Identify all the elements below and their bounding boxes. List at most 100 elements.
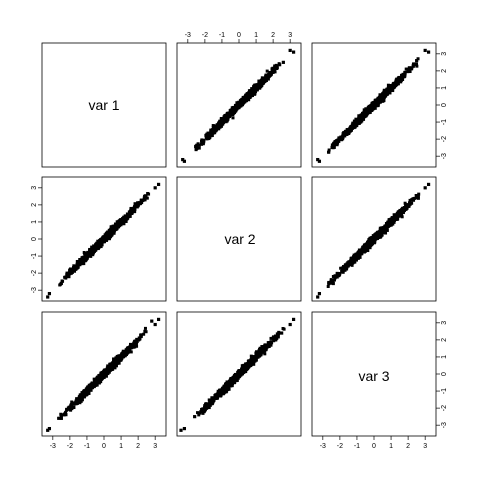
scatter-point <box>87 388 91 392</box>
scatter-point <box>373 98 377 102</box>
right-axis-row2-tick-label: 0 <box>441 372 448 376</box>
scatter-point <box>386 92 390 96</box>
scatter-point <box>397 213 401 217</box>
scatter-point <box>74 267 78 271</box>
scatter-point <box>79 398 83 402</box>
scatter-point <box>341 132 345 136</box>
scatter-point <box>65 408 69 412</box>
scatter-point <box>408 70 412 74</box>
scatter-point <box>350 263 354 267</box>
scatter-point <box>384 227 388 231</box>
scatter-point <box>60 279 64 283</box>
scatter-point <box>224 116 228 120</box>
scatter-point <box>222 119 226 123</box>
scatter-point <box>327 148 331 152</box>
scatter-point <box>340 138 344 142</box>
scatter-point <box>230 110 234 114</box>
scatter-point <box>251 88 255 92</box>
scatter-point <box>316 157 320 162</box>
scatter-point <box>355 123 359 127</box>
scatter-point <box>106 364 110 368</box>
scatter-point <box>139 335 143 339</box>
scatter-point <box>95 381 99 385</box>
scatter-point <box>88 383 92 387</box>
scatter-point <box>332 145 336 149</box>
scatter-point <box>267 74 271 78</box>
panel-frame-r1-c1 <box>176 176 302 302</box>
scatter-point <box>59 416 63 420</box>
scatter-point <box>115 358 119 362</box>
scatter-point <box>131 343 135 347</box>
scatter-point <box>335 272 339 276</box>
right-axis-row2-tick-label: 1 <box>441 355 448 359</box>
right-axis-row2-tick-label: 2 <box>441 338 448 342</box>
scatter-point <box>381 99 385 103</box>
scatter-point <box>378 229 382 233</box>
scatter-point <box>238 103 242 107</box>
scatter-point <box>273 64 277 68</box>
scatter-point <box>80 259 84 263</box>
scatter-point <box>179 428 183 432</box>
scatter-point <box>153 322 157 327</box>
scatter-point <box>362 108 366 112</box>
scatter-point <box>133 207 137 211</box>
scatter-point <box>379 96 383 100</box>
scatter-point <box>197 146 201 150</box>
scatter-point <box>150 319 154 323</box>
scatter-point <box>127 349 131 353</box>
scatter-point <box>396 217 400 221</box>
scatter-point <box>218 122 222 126</box>
left-axis-tick-label: -1 <box>31 253 38 259</box>
scatter-point <box>145 196 149 200</box>
scatter-point <box>398 208 402 212</box>
scatter-point <box>133 202 137 206</box>
scatter-point <box>129 210 133 214</box>
scatter-point <box>85 392 89 396</box>
scatter-point <box>92 247 96 251</box>
scatter-point <box>98 373 102 377</box>
axes: -3 -2 -1 0 1 2 3-3 -2 -1 0 1 2 3 -3 -2 -1 0 1 2 3-3-2-10123… <box>31 32 448 450</box>
scatter-point <box>67 407 71 411</box>
top-axis-tick-label: 2 <box>271 32 275 39</box>
scatter-point <box>91 383 95 387</box>
scatter-point <box>408 201 412 205</box>
scatter-point <box>258 80 262 84</box>
scatter-point <box>213 131 217 135</box>
scatter-point <box>215 123 219 127</box>
scatter-point <box>405 203 409 207</box>
scatter-point <box>134 340 138 344</box>
scatter-point <box>108 368 112 372</box>
scatter-point <box>330 145 334 149</box>
scatter-point <box>382 227 386 231</box>
scatter-point <box>211 127 215 131</box>
scatter-point <box>123 351 127 355</box>
scatter-point <box>404 205 408 209</box>
scatter-point <box>121 355 125 359</box>
scatter-point <box>69 403 73 407</box>
scatter-point <box>113 226 117 230</box>
scatter-point <box>112 227 116 231</box>
scatter-point <box>110 233 114 237</box>
scatter-point <box>414 62 418 66</box>
scatter-point <box>243 99 247 103</box>
scatter-point <box>378 100 382 104</box>
scatter-point <box>195 146 199 150</box>
scatter-point <box>247 94 251 98</box>
scatter-point <box>253 92 257 96</box>
scatter-point <box>359 116 363 120</box>
scatter-point <box>364 242 368 246</box>
scatter-point <box>352 256 356 260</box>
scatter-point <box>114 356 118 360</box>
scatter-point <box>193 415 197 419</box>
scatter-point <box>231 116 235 120</box>
scatter-point <box>115 220 119 224</box>
scatter-point <box>327 282 331 286</box>
top-axis-tick-label: -1 <box>219 32 225 39</box>
scatter-point <box>79 261 83 265</box>
scatter-point <box>156 182 161 187</box>
top-axis-tick-label: 1 <box>254 32 258 39</box>
scatter-point <box>345 128 349 132</box>
right-axis-row2-tick-label: -1 <box>441 388 448 394</box>
scatter-point <box>69 408 73 412</box>
scatter-point <box>403 201 407 205</box>
